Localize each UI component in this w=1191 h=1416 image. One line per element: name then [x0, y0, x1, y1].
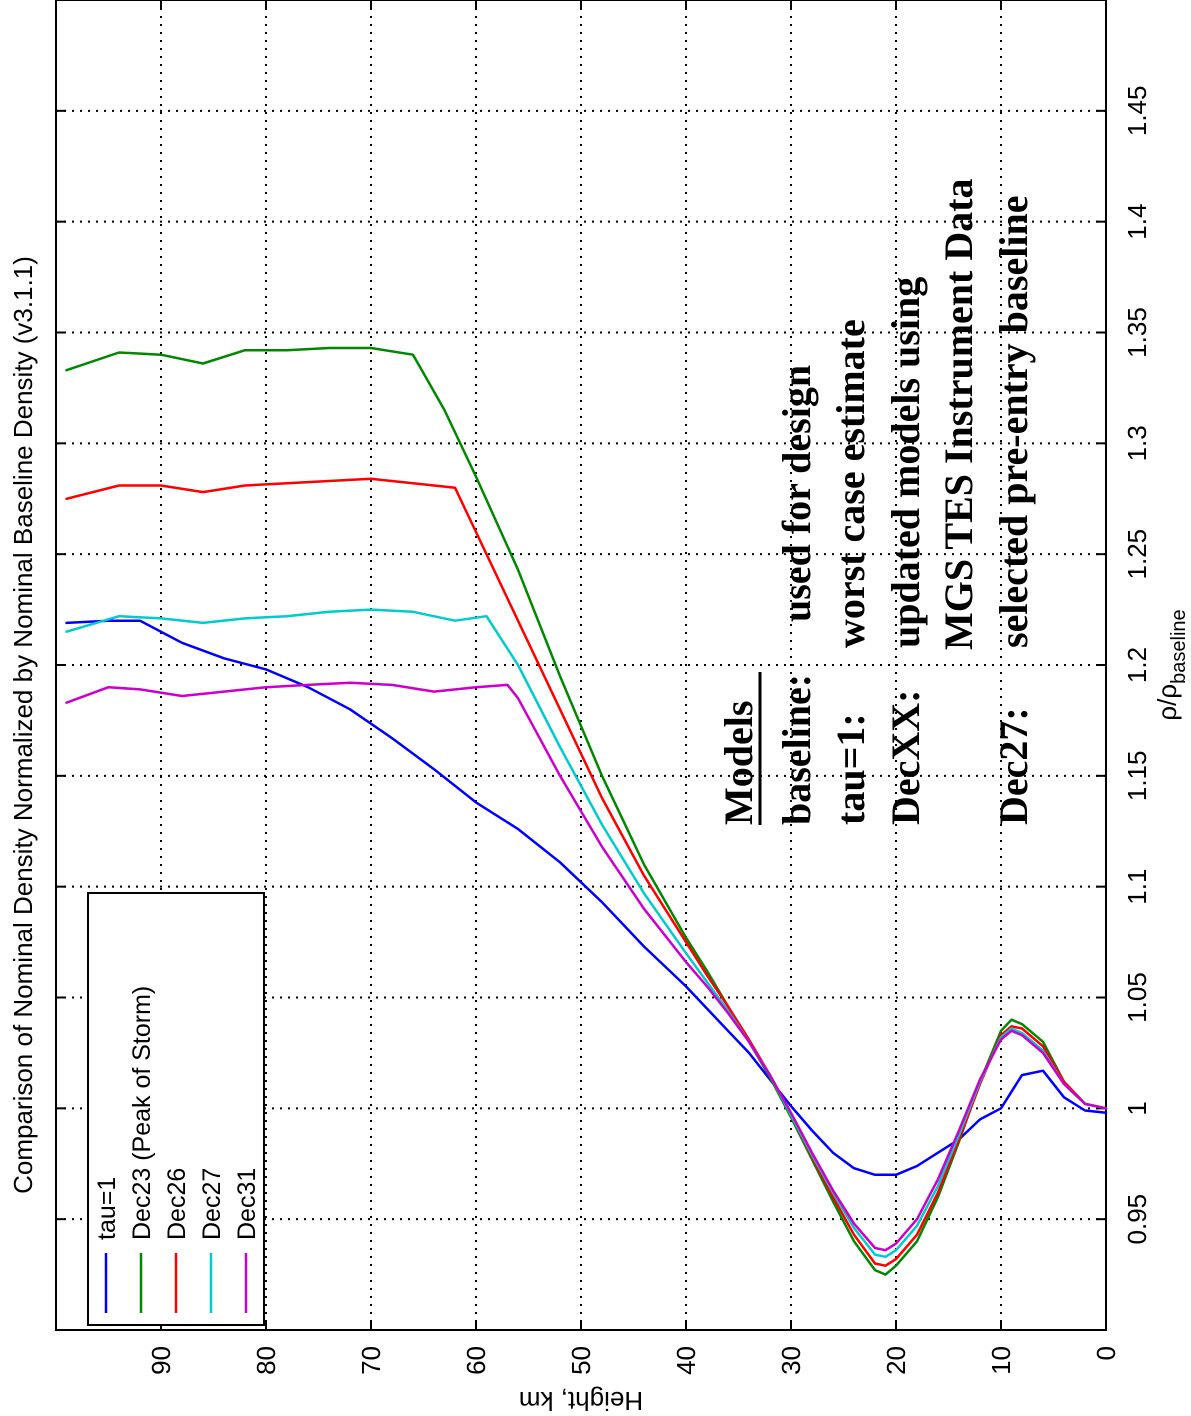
series-line-dec31	[65, 681, 1108, 1252]
annotation-key: Dec27:	[991, 707, 1036, 825]
tick-label-height: 10	[986, 1346, 1016, 1375]
tick-label-density: 1.25	[1122, 529, 1152, 580]
tick-label-height: 40	[671, 1346, 701, 1375]
legend: tau=1 Dec23 (Peak of Storm) Dec26 Dec27 Dec3…	[87, 892, 265, 1326]
tick-label-height: 90	[146, 1346, 176, 1375]
legend-label: tau=1	[93, 1177, 121, 1240]
tick-label-density: 1.2	[1122, 647, 1152, 683]
y-axis-label: ρ/ρbaseline	[1152, 609, 1190, 720]
tick-label-height: 70	[356, 1346, 386, 1375]
legend-label: Dec31	[233, 1168, 261, 1240]
legend-label: Dec23 (Peak of Storm)	[128, 986, 156, 1240]
series-lines	[65, 346, 1108, 1276]
tick-label-height: 50	[566, 1346, 596, 1375]
annotation-text: MGS TES Instrument Data	[936, 178, 981, 650]
tick-label-height: 60	[461, 1346, 491, 1375]
y-axis-label-sub: baseline	[1168, 609, 1190, 684]
tick-label-density: 1.15	[1122, 751, 1152, 802]
tick-label-density: 1.4	[1122, 204, 1152, 240]
y-axis-label-main: ρ/ρ	[1152, 684, 1182, 721]
tick-label-density: 1	[1122, 1101, 1152, 1115]
tick-label-density: 1.3	[1122, 425, 1152, 461]
chart-title: Comparison of Nominal Density Normalized…	[8, 256, 38, 1194]
legend-label: Dec27	[198, 1168, 226, 1240]
tick-label-density: 1.35	[1122, 307, 1152, 358]
tick-label-density: 1.1	[1122, 869, 1152, 905]
annotation-text: selected pre-entry baseline	[991, 196, 1036, 648]
axis-labels: 0 10 20 30 40 50 60 70 80 90 0.95 1 1.05 1.1 1.15 1.2 1.…	[8, 86, 1190, 1416]
tick-label-height: 30	[776, 1346, 806, 1375]
models-annotation: Models baseline: used for design tau=1: wors…	[716, 178, 1036, 825]
annotation-key: baseline:	[774, 674, 819, 825]
annotation-key: tau=1:	[828, 713, 873, 825]
tick-label-density: 1.05	[1122, 972, 1152, 1023]
axis-ticks	[56, 0, 1107, 1330]
tick-label-density: 0.95	[1122, 1194, 1152, 1245]
annotation-key: DecXX:	[883, 690, 928, 826]
tick-label-density: 1.45	[1122, 86, 1152, 137]
annotation-text: updated models using	[883, 277, 928, 648]
tick-label-height: 20	[881, 1346, 911, 1375]
annotation-heading: Models	[716, 701, 761, 825]
x-axis-label: Height, km	[519, 1386, 643, 1416]
tick-label-height: 80	[251, 1346, 281, 1375]
legend-label: Dec26	[163, 1168, 191, 1240]
annotation-text: used for design	[774, 365, 819, 622]
annotation-text: worst case estimate	[828, 319, 873, 648]
tick-label-height: 0	[1091, 1346, 1121, 1360]
